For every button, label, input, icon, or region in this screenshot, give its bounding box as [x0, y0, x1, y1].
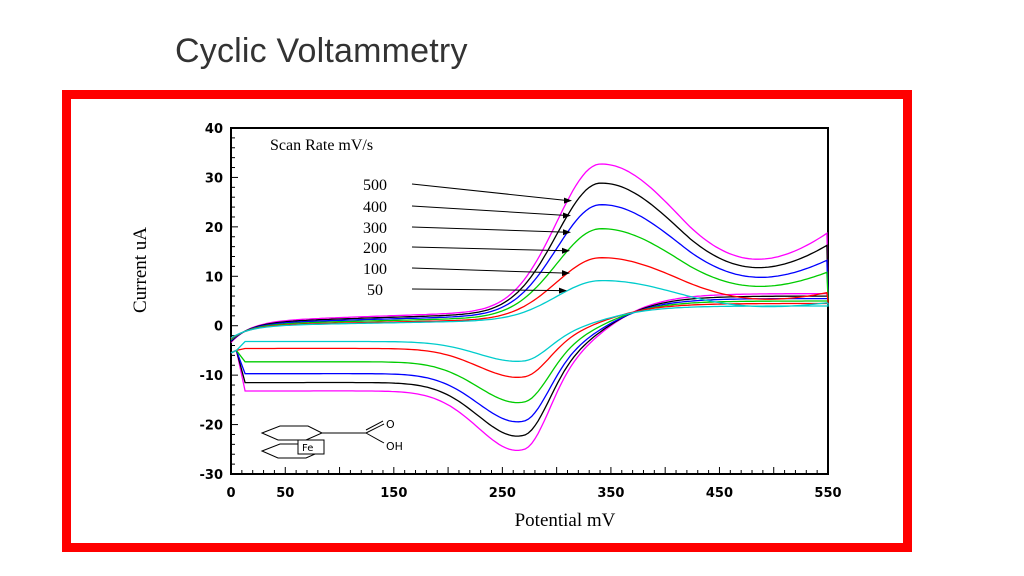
- legend-label-400: 400: [363, 199, 387, 216]
- legend-arrow-line: [411, 205, 568, 216]
- x-tick-label: 150: [380, 486, 407, 501]
- legend-arrow-head: [562, 247, 570, 254]
- cv-curve-400: [230, 182, 829, 437]
- legend-title: Scan Rate mV/s: [270, 137, 373, 154]
- x-tick-label: 0: [226, 486, 235, 501]
- cv-curve-50: [230, 279, 829, 362]
- legend-arrow-line: [411, 267, 567, 274]
- slide-title: Cyclic Voltammetry: [175, 32, 468, 70]
- y-axis-label: Current uA: [130, 227, 151, 313]
- legend-arrow-line: [411, 288, 564, 292]
- legend-label-500: 500: [363, 177, 387, 194]
- legend-label-200: 200: [363, 240, 387, 257]
- x-tick-label: 250: [489, 486, 516, 501]
- bond-hydroxyl: [365, 432, 385, 444]
- bond-carbonyl: [365, 423, 385, 434]
- x-tick-label: 50: [276, 486, 294, 501]
- x-tick-label: 550: [814, 486, 841, 501]
- bond-carbonyl-double: [365, 420, 384, 431]
- hydroxyl-label: OH: [386, 440, 403, 453]
- y-tick-label: -30: [200, 468, 224, 483]
- legend-arrow-head: [563, 229, 571, 236]
- legend-arrow-line: [411, 183, 569, 202]
- y-tick-label: 20: [205, 221, 223, 236]
- y-tick-label: 10: [205, 270, 223, 285]
- cv-curve-500: [230, 163, 829, 452]
- y-tick-label: 40: [205, 122, 223, 137]
- legend-arrow-head: [562, 270, 570, 277]
- legend-arrow-head: [559, 287, 567, 294]
- cp-ring-top: [260, 425, 324, 441]
- legend-arrow-line: [411, 226, 568, 233]
- y-tick-label: -20: [200, 419, 224, 434]
- legend-label-300: 300: [363, 220, 387, 237]
- x-axis-label: Potential mV: [515, 510, 616, 531]
- cv-curve-200: [230, 228, 829, 404]
- legend-label-50: 50: [367, 282, 383, 299]
- y-tick-label: -10: [200, 369, 224, 384]
- legend-arrow-head: [564, 197, 572, 204]
- legend-arrow-head: [563, 212, 571, 219]
- oxygen-label: O: [386, 418, 395, 431]
- legend-arrow-line: [411, 246, 567, 252]
- ferrocene-carboxylic-acid-structure: Fe O OH: [260, 418, 403, 459]
- y-tick-label: 30: [205, 171, 223, 186]
- x-tick-label: 350: [597, 486, 624, 501]
- fe-label: Fe: [302, 443, 313, 454]
- cv-curve-300: [230, 204, 829, 423]
- fe-box: [297, 439, 325, 455]
- cv-curve-100: [230, 257, 829, 378]
- legend-label-100: 100: [363, 261, 387, 278]
- x-tick-label: 450: [706, 486, 733, 501]
- y-tick-label: 0: [214, 320, 223, 335]
